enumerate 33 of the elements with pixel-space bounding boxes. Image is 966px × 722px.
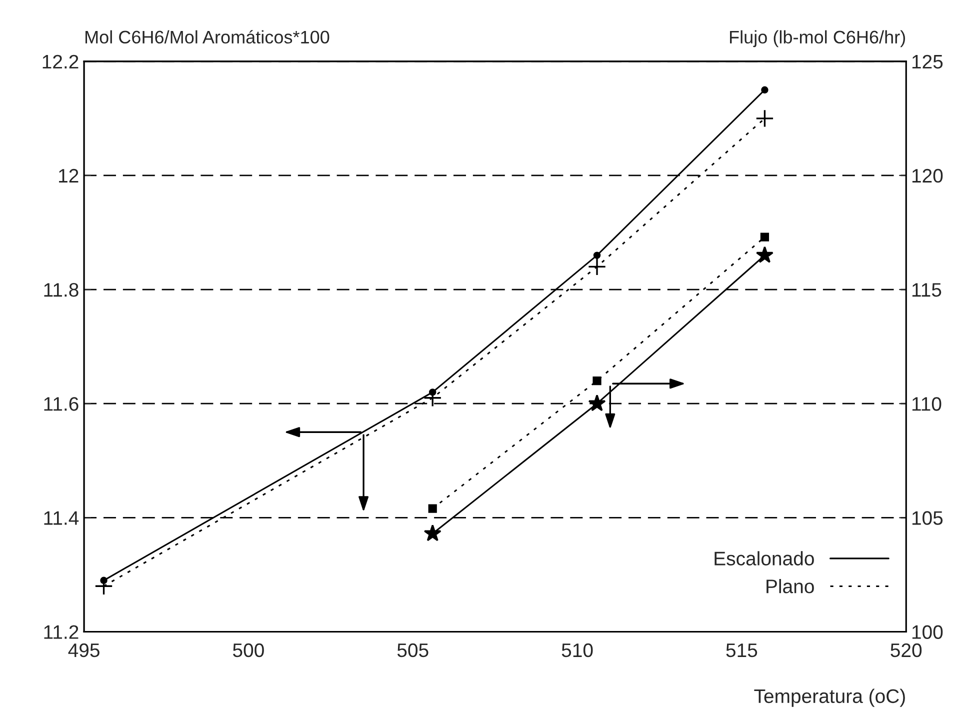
point: [593, 252, 601, 259]
point: [592, 376, 602, 386]
legend-label: Plano: [766, 579, 814, 594]
x-axis-title: Temperatura (oC): [754, 688, 905, 707]
y-tick-label: 11.2: [44, 625, 78, 639]
y2-tick-label: 110: [912, 397, 942, 411]
x-tick-label: 515: [726, 644, 758, 658]
y-tick-label: 11.6: [44, 397, 78, 411]
y2-tick-label: 115: [912, 283, 942, 297]
point: [760, 232, 770, 242]
point: [424, 524, 442, 542]
y-tick-label: 12.2: [42, 54, 78, 68]
point: [588, 258, 606, 276]
y-tick-label: 11.8: [44, 282, 78, 297]
y-tick-label: 12: [59, 168, 78, 182]
legend-label: Escalonado: [714, 551, 814, 566]
y2-tick-label: 105: [912, 511, 943, 525]
x-tick-label: 500: [233, 643, 264, 658]
point: [761, 86, 768, 94]
y-axis-title: Mol C6H6/Mol Aromáticos*100: [86, 30, 330, 44]
x-tick-label: 520: [890, 643, 922, 658]
point: [756, 246, 774, 263]
point: [428, 504, 437, 513]
x-tick-label: 510: [562, 643, 593, 658]
y2-tick-label: 120: [912, 168, 943, 183]
point: [588, 394, 606, 412]
y2-tick-label: 125: [912, 54, 943, 69]
x-tick-label: 495: [68, 643, 100, 658]
point: [756, 109, 774, 128]
x-tick-label: 505: [397, 643, 428, 658]
y2-axis-title: Flujo (lb-mol C6H6/hr): [730, 30, 905, 48]
y-tick-label: 11.4: [44, 511, 79, 525]
y2-tick-label: 100: [912, 625, 943, 639]
